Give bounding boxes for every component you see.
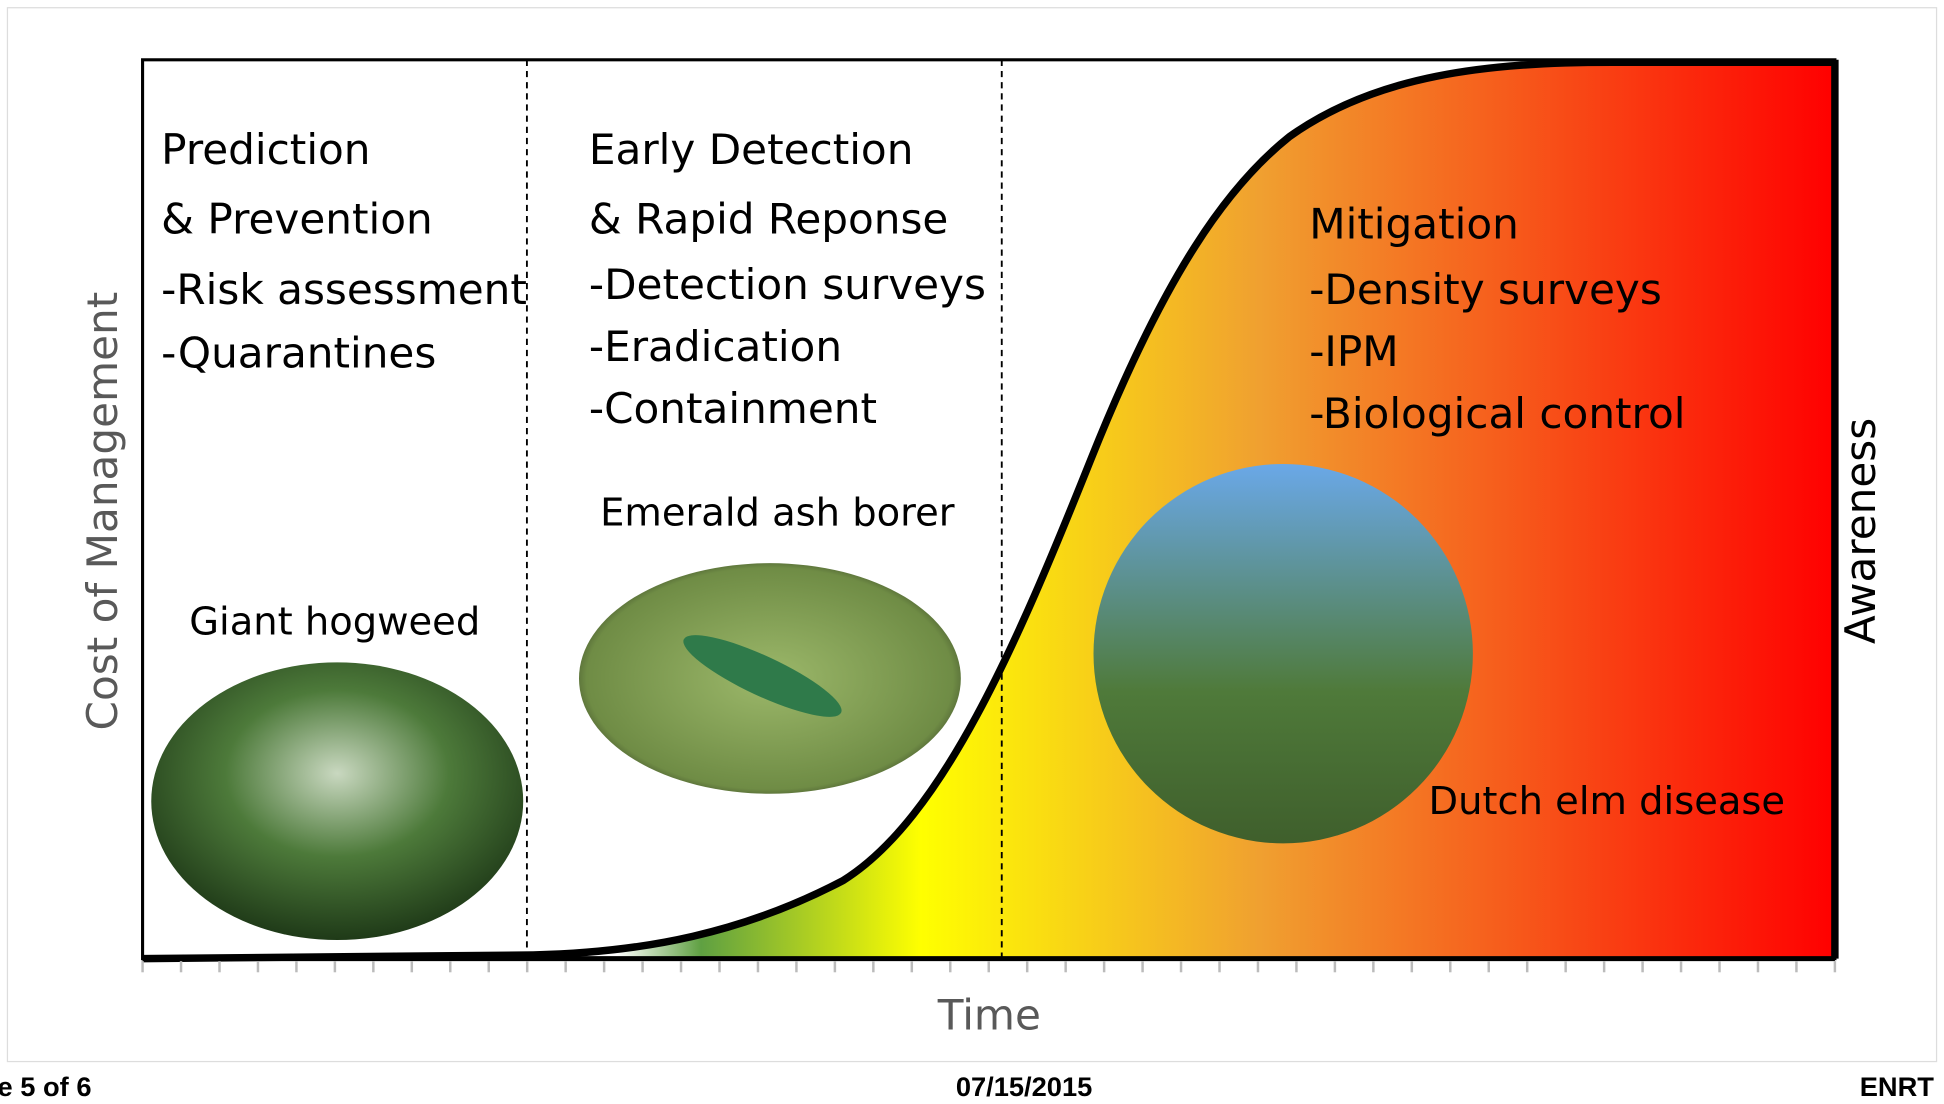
image-caption: Dutch elm disease <box>1428 779 1785 824</box>
x-axis-label: Time <box>937 991 1041 1040</box>
diagram: Prediction & Prevention -Risk assessment… <box>0 0 1944 1104</box>
section-item: -Containment <box>589 384 877 433</box>
section-item: -Quarantines <box>161 328 436 377</box>
section-title: Prediction <box>161 125 370 174</box>
x-ticks <box>143 961 1835 972</box>
section-title: & Rapid Reponse <box>589 194 948 243</box>
section-item: -IPM <box>1309 327 1398 376</box>
section-item: -Risk assessment <box>161 265 527 314</box>
y2-axis-label: Awareness <box>1836 418 1885 644</box>
section-item: -Biological control <box>1309 389 1685 438</box>
footer-center: 07/15/2015 <box>956 1071 1092 1102</box>
section-title: Early Detection <box>589 125 914 174</box>
footer-right: ENRT <box>1860 1071 1935 1102</box>
section-item: -Detection surveys <box>589 260 986 309</box>
section-title: Mitigation <box>1309 199 1519 248</box>
photo-elm <box>1094 464 1473 843</box>
image-caption: Giant hogweed <box>189 599 480 644</box>
section-item: -Eradication <box>589 322 842 371</box>
page: {"axis_labels": {"y": "Cost of Managemen… <box>0 0 1944 1104</box>
section-item: -Density surveys <box>1309 265 1662 314</box>
image-caption: Emerald ash borer <box>600 490 955 535</box>
footer-left: e 5 of 6 <box>0 1071 91 1102</box>
section-title: & Prevention <box>161 194 433 243</box>
photo-hogweed <box>151 662 523 940</box>
y-axis-label: Cost of Management <box>78 292 127 731</box>
